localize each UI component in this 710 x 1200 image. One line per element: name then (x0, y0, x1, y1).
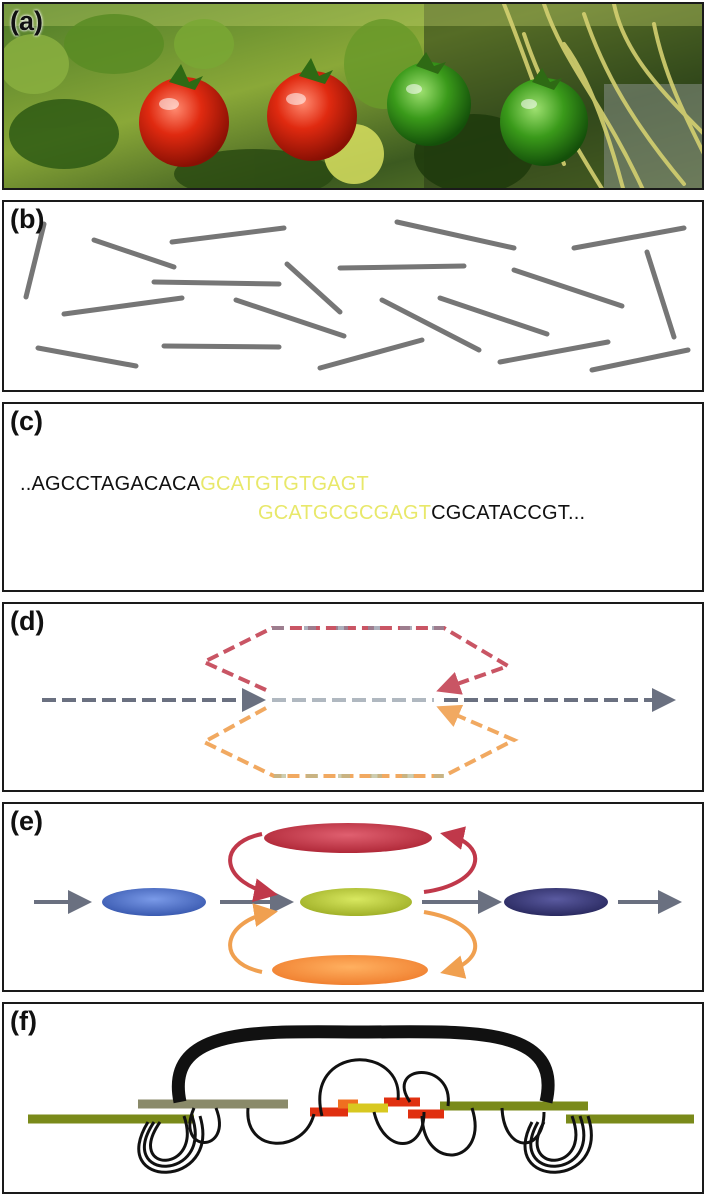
panel-d: (d) (2, 602, 704, 792)
panel-label: (f) (10, 1006, 37, 1036)
panel-label: (c) (10, 406, 43, 436)
edge-arrow (228, 903, 278, 974)
link-arc (188, 1107, 221, 1144)
read (23, 221, 47, 300)
contig-graph (34, 823, 682, 985)
panel-label: (b) (10, 204, 45, 234)
lower-branch (199, 704, 519, 778)
panel-label: (e) (10, 806, 43, 836)
upper-branch (199, 626, 513, 695)
read (437, 295, 550, 337)
read (61, 295, 185, 317)
link-arc (171, 1025, 555, 1104)
read (161, 343, 282, 350)
link-arc (149, 1115, 189, 1162)
panel-a: (a) (2, 2, 704, 190)
tomato-plant-photo (4, 4, 702, 188)
kmer-graph (42, 626, 676, 778)
link-arc (500, 1107, 546, 1145)
panel-c: (c) ..AGCCTAGACACAGCATGTGTGAGT GCATGCGCG… (2, 402, 704, 592)
read (511, 267, 625, 309)
read (497, 339, 611, 365)
panel-b: (b) (2, 200, 704, 392)
read (284, 261, 343, 315)
link-arc (246, 1107, 316, 1145)
sequence-line-bottom: GCATGCGCGAGTCGCATACCGT... (258, 501, 585, 525)
red-tomato (267, 71, 357, 161)
red-tomato (139, 77, 229, 167)
read (317, 337, 425, 371)
sequencing-reads (23, 219, 691, 373)
panel-f: (f) (2, 1002, 704, 1194)
link-arc (523, 1115, 593, 1174)
edge-arrow (423, 910, 478, 979)
green-tomato (500, 78, 588, 166)
link-arc (402, 1071, 450, 1107)
sequence-fragment: CGCATACCGT... (431, 502, 586, 524)
link-arc (318, 1058, 400, 1117)
green-tomato (387, 62, 471, 146)
read (233, 297, 347, 339)
link-arc (535, 1115, 578, 1162)
read (169, 225, 287, 245)
read (337, 263, 467, 271)
sequence-fragment: ..AGCCTAGACACA (20, 473, 201, 495)
read (571, 225, 687, 251)
read (644, 249, 677, 340)
read (151, 279, 282, 287)
edge-arrow (423, 826, 478, 894)
read (35, 345, 139, 369)
link-arc (420, 1107, 477, 1157)
read (394, 219, 517, 251)
panel-label: (a) (10, 6, 43, 36)
panel-e: (e) (2, 802, 704, 992)
scaffold-links (28, 1025, 694, 1174)
contig-node (102, 888, 206, 916)
sequence-line-top: ..AGCCTAGACACAGCATGTGTGAGT (20, 472, 369, 496)
overlap-sequence: GCATGCGCGAGT (258, 502, 432, 524)
overlap-sequence: GCATGTGTGAGT (200, 473, 369, 495)
contig-node (272, 955, 428, 985)
contig-node (264, 823, 432, 853)
read (379, 297, 482, 353)
contig-node (504, 888, 608, 916)
link-arc (137, 1115, 205, 1174)
edge-arrow (228, 832, 278, 902)
contig-node (300, 888, 412, 916)
read (91, 237, 177, 270)
panel-label: (d) (10, 606, 45, 636)
read (589, 347, 691, 373)
